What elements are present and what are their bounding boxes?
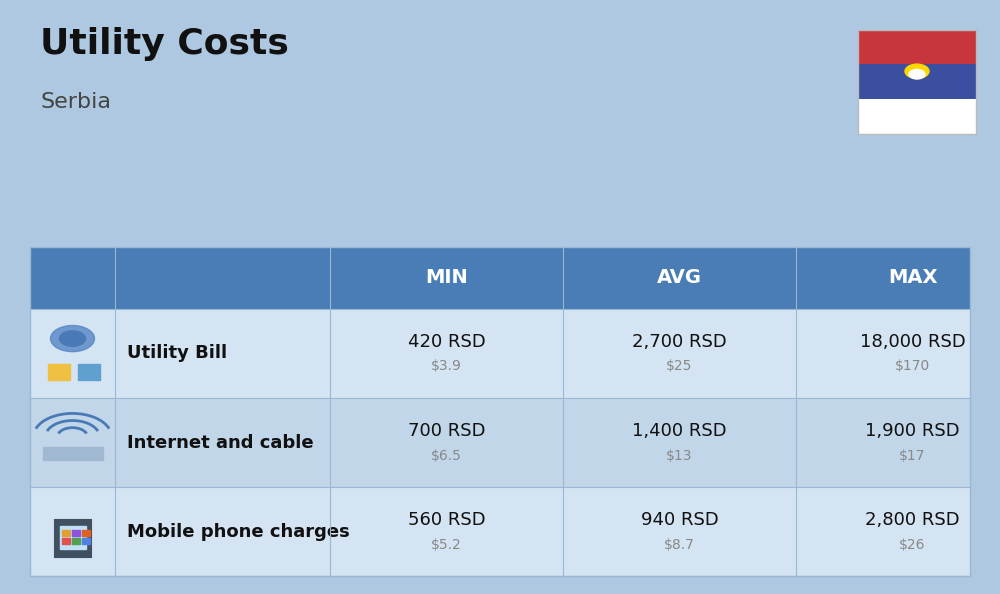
Text: Serbia: Serbia	[40, 92, 111, 112]
Circle shape	[909, 69, 925, 79]
Text: $8.7: $8.7	[664, 538, 695, 552]
Text: 1,400 RSD: 1,400 RSD	[632, 422, 727, 440]
Bar	[62, 538, 70, 544]
Text: AVG: AVG	[657, 268, 702, 287]
Bar	[72, 530, 80, 536]
Text: 940 RSD: 940 RSD	[641, 511, 718, 529]
Circle shape	[60, 331, 86, 346]
Text: Utility Costs: Utility Costs	[40, 27, 289, 61]
Bar	[60, 526, 86, 549]
Bar	[858, 30, 976, 134]
Text: Utility Bill: Utility Bill	[127, 345, 227, 362]
Bar	[48, 364, 70, 380]
Text: 700 RSD: 700 RSD	[408, 422, 485, 440]
Bar	[858, 64, 976, 99]
Bar	[43, 447, 103, 460]
Text: 2,700 RSD: 2,700 RSD	[632, 333, 727, 350]
Text: MAX: MAX	[888, 268, 937, 287]
Text: $25: $25	[666, 359, 693, 374]
Text: 1,900 RSD: 1,900 RSD	[865, 422, 960, 440]
Text: $6.5: $6.5	[431, 448, 462, 463]
Text: $13: $13	[666, 448, 693, 463]
Text: $26: $26	[899, 538, 926, 552]
Bar	[30, 247, 970, 576]
Text: 560 RSD: 560 RSD	[408, 511, 485, 529]
Text: 420 RSD: 420 RSD	[408, 333, 485, 350]
Bar	[858, 30, 976, 134]
Text: 2,800 RSD: 2,800 RSD	[865, 511, 960, 529]
Text: Mobile phone charges: Mobile phone charges	[127, 523, 350, 541]
Bar	[30, 247, 970, 309]
Bar	[30, 309, 970, 398]
Text: 18,000 RSD: 18,000 RSD	[860, 333, 965, 350]
Text: Internet and cable: Internet and cable	[127, 434, 314, 451]
Bar	[858, 30, 976, 64]
Bar	[858, 99, 976, 134]
Text: $5.2: $5.2	[431, 538, 462, 552]
Bar	[82, 538, 90, 544]
Circle shape	[905, 64, 929, 78]
Text: $17: $17	[899, 448, 926, 463]
Bar	[30, 398, 970, 487]
Bar	[72, 538, 80, 544]
Bar	[62, 530, 70, 536]
Text: $3.9: $3.9	[431, 359, 462, 374]
Bar	[30, 487, 970, 576]
Circle shape	[51, 326, 95, 352]
Text: MIN: MIN	[425, 268, 468, 287]
Bar	[78, 364, 100, 380]
Bar	[82, 530, 90, 536]
Bar	[55, 520, 90, 557]
Text: $170: $170	[895, 359, 930, 374]
